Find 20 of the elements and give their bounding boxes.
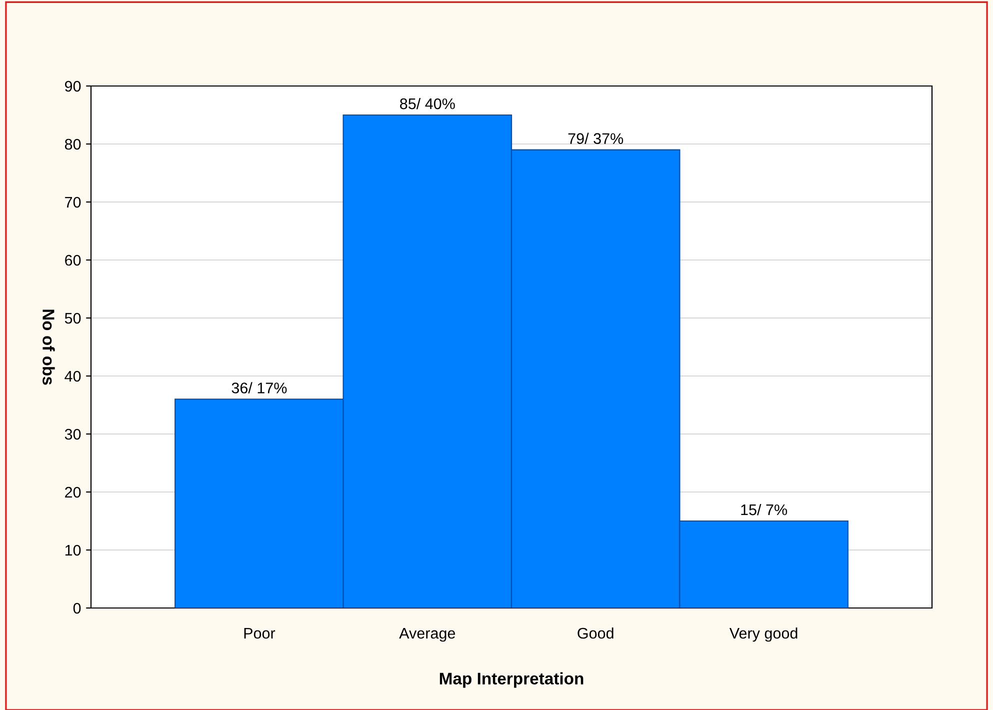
y-tick-label: 60 bbox=[65, 254, 81, 266]
x-tick-label: Good bbox=[578, 627, 614, 639]
y-tick-label: 50 bbox=[64, 312, 81, 324]
x-tick-label: Poor bbox=[244, 628, 276, 639]
x-tick-label: Very good bbox=[729, 627, 798, 642]
data-label: 36/ 17% bbox=[232, 382, 287, 394]
y-tick-label: 80 bbox=[64, 138, 81, 150]
y-tick-label: 30 bbox=[64, 428, 81, 440]
x-tick-label: Average bbox=[399, 628, 456, 642]
y-tick-label: 10 bbox=[65, 544, 81, 556]
y-tick-label: 0 bbox=[73, 602, 81, 614]
data-label: 79/ 37% bbox=[568, 132, 624, 144]
y-axis-title: No of obs bbox=[42, 310, 55, 385]
y-tick-label: 40 bbox=[64, 370, 81, 382]
data-label: 85/ 40% bbox=[400, 98, 455, 110]
data-label: 15/ 7% bbox=[741, 504, 788, 516]
x-axis-title: Map Interpretation bbox=[440, 672, 584, 688]
y-tick-label: 70 bbox=[65, 196, 81, 208]
y-tick-label: 90 bbox=[65, 80, 81, 92]
y-tick-label: 20 bbox=[65, 486, 81, 498]
